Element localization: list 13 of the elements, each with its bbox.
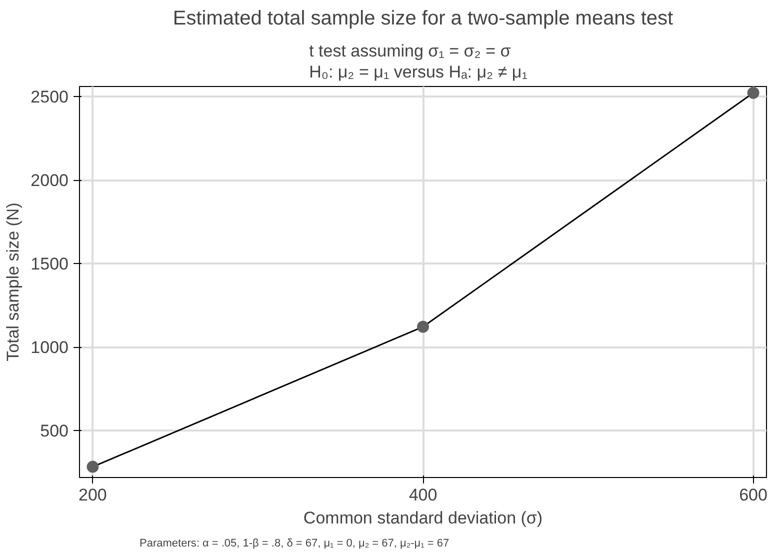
x-tick-label: 400 xyxy=(408,486,438,504)
text: Parameters: α = .05, 1-β = .8, δ = 67, μ₁ = 0, μ₂ = 67, μ₂-μ₁ = 67 xyxy=(140,538,450,550)
y-tick-label: 2000 xyxy=(30,171,69,190)
y-tick-label: 1500 xyxy=(30,254,69,274)
y-axis-title: Total sample size (N) xyxy=(4,202,23,362)
chart-subtitle: t test assuming σ₁ = σ₂ = σ H₀: μ₂ = μ₁ versus Hₐ: μ₂ ≠ μ₁ xyxy=(309,42,528,82)
x-tick-label: 600 xyxy=(739,486,768,504)
chart-title: Estimated total sample size for a two-sample means test xyxy=(172,8,674,30)
y-tick-label: 2500 xyxy=(30,88,69,107)
x-axis-title: Common standard deviation (σ) xyxy=(303,508,543,528)
y-tick-label: 1000 xyxy=(30,338,69,358)
x-tick-label: 200 xyxy=(78,486,107,504)
y-tick-label: 500 xyxy=(40,422,69,441)
